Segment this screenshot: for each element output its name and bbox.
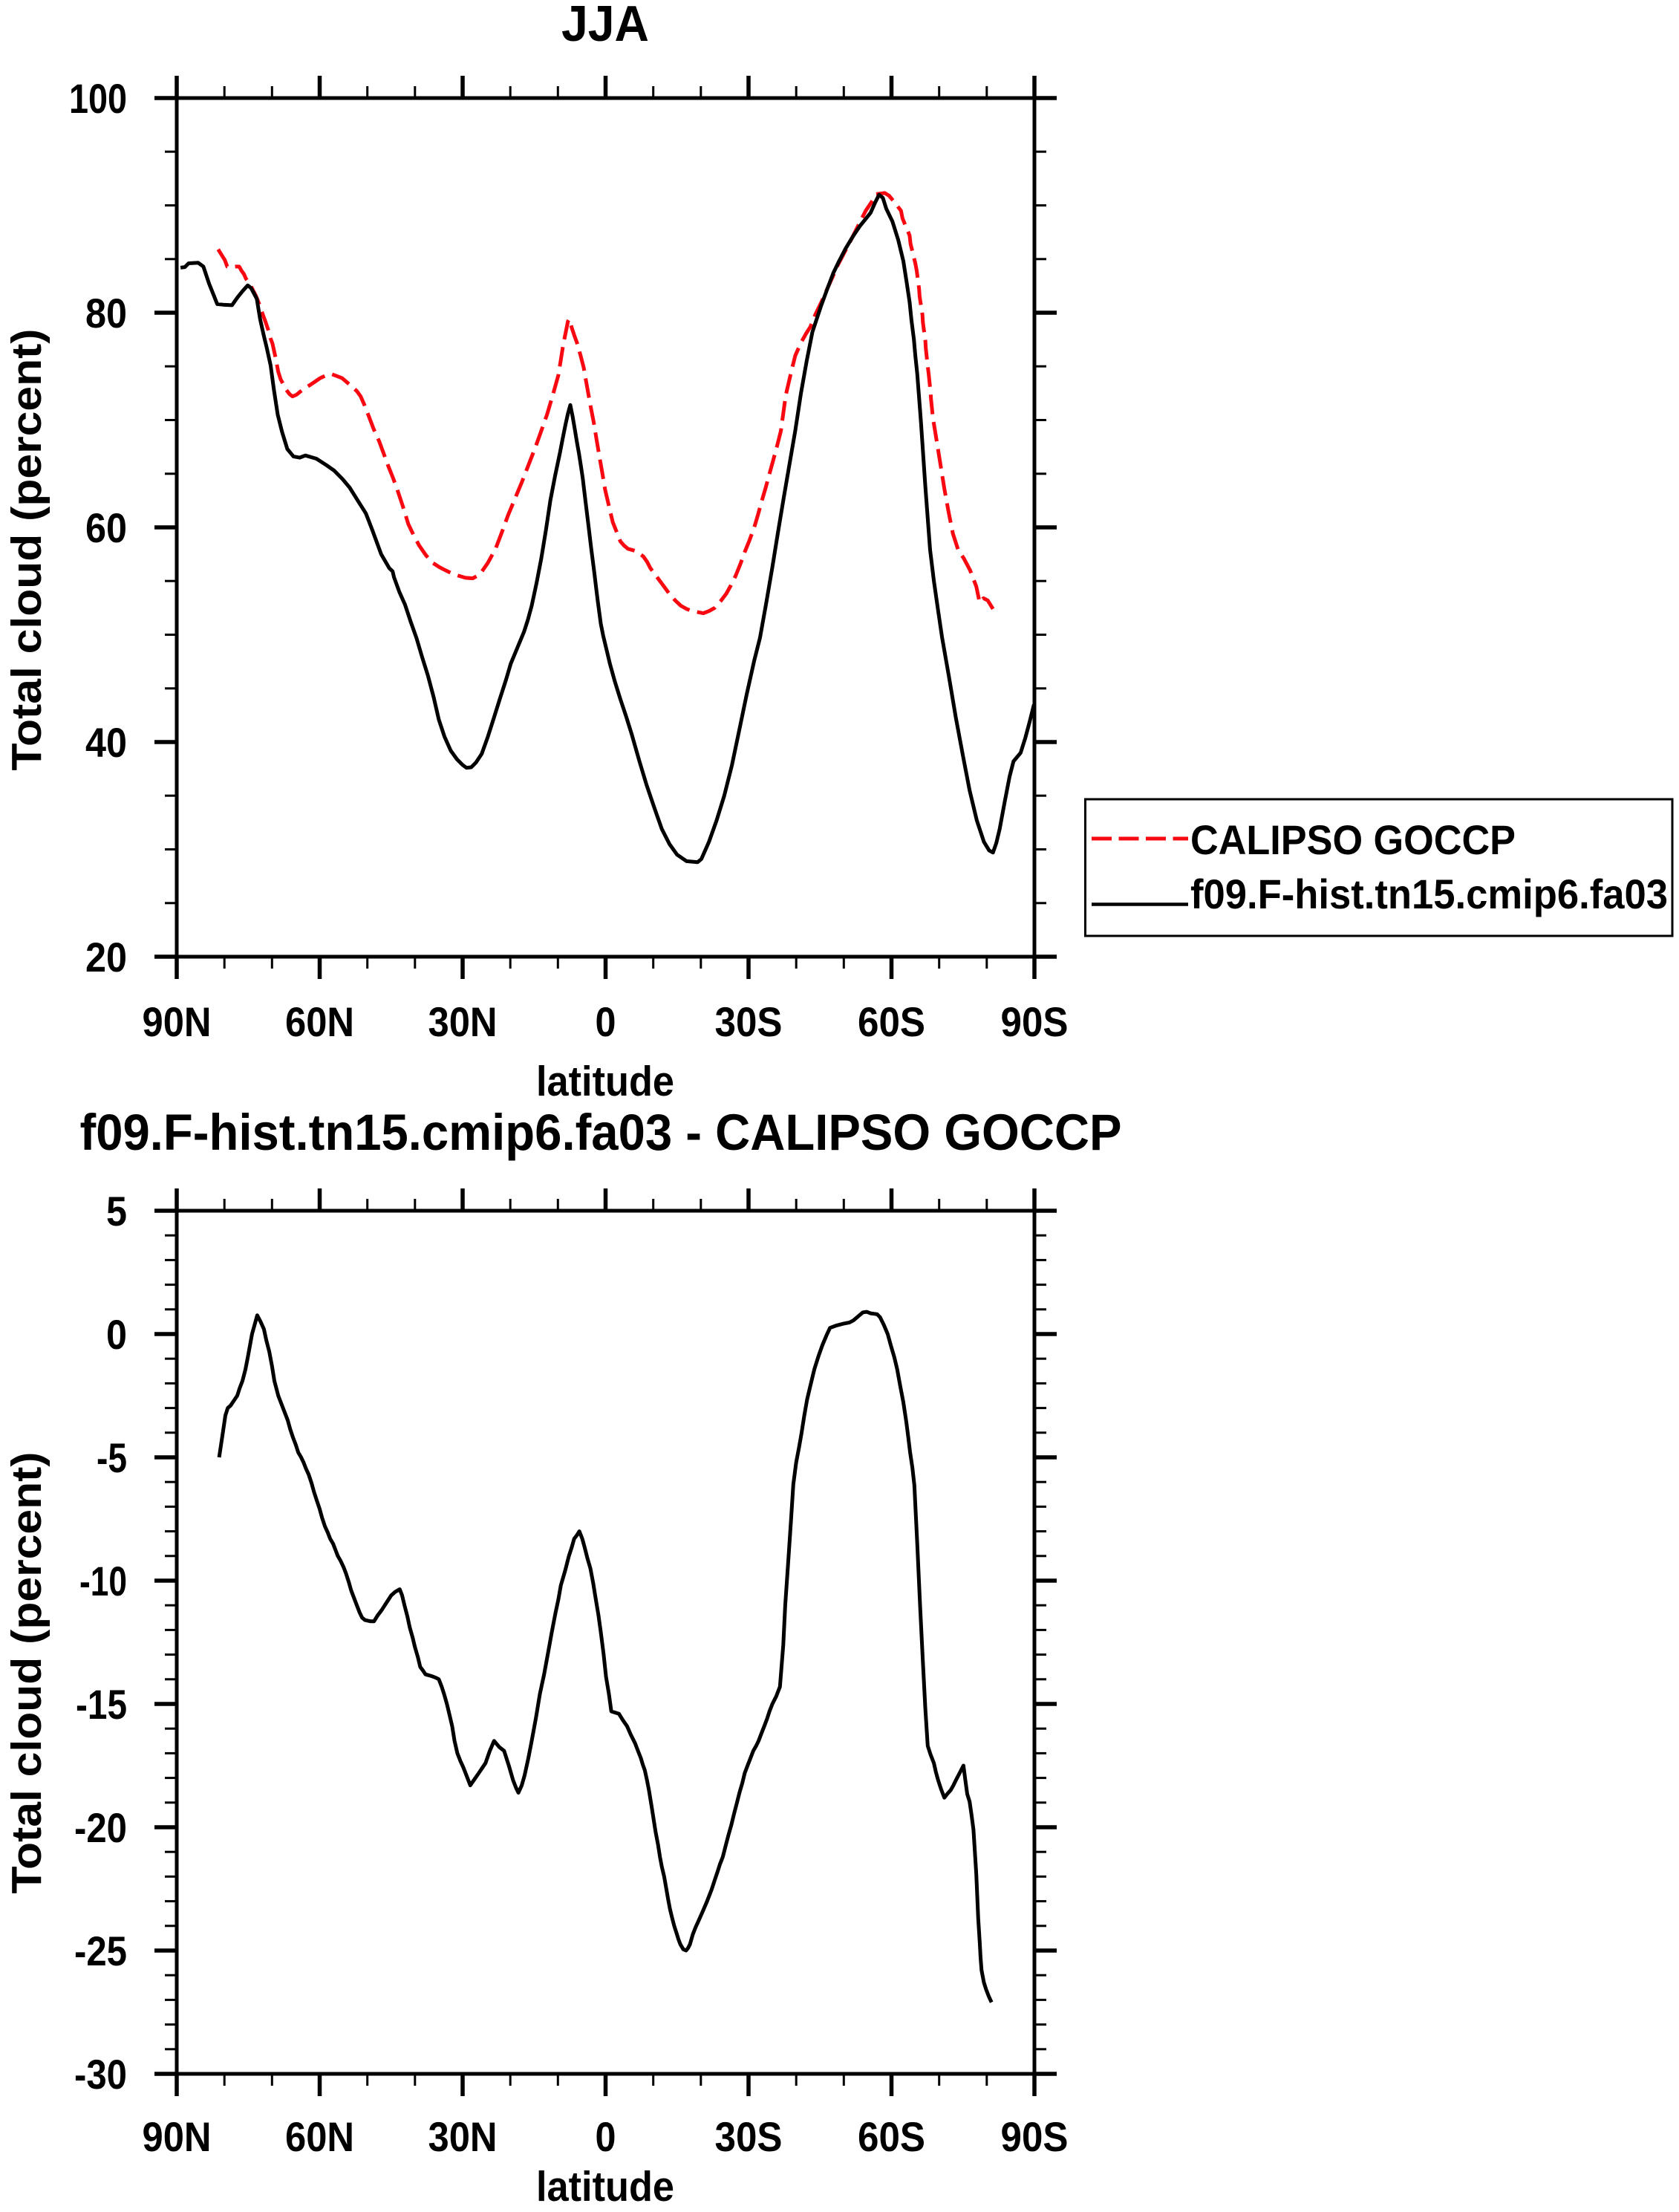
svg-text:60S: 60S <box>858 2113 925 2160</box>
svg-text:30N: 30N <box>428 2113 498 2160</box>
svg-text:0: 0 <box>596 2113 616 2160</box>
svg-text:5: 5 <box>106 1188 127 1235</box>
svg-text:40: 40 <box>85 719 127 766</box>
svg-text:Total cloud (percent): Total cloud (percent) <box>3 328 50 770</box>
svg-text:-15: -15 <box>76 1681 127 1728</box>
svg-text:CALIPSO GOCCP: CALIPSO GOCCP <box>1190 816 1516 863</box>
svg-text:-30: -30 <box>74 2051 127 2098</box>
svg-text:30S: 30S <box>715 2113 783 2160</box>
svg-text:Total cloud (percent): Total cloud (percent) <box>3 1452 50 1894</box>
svg-text:f09.F-hist.tn15.cmip6.fa03: f09.F-hist.tn15.cmip6.fa03 <box>1190 871 1668 917</box>
svg-text:JJA: JJA <box>561 0 649 52</box>
svg-text:90N: 90N <box>143 2113 212 2160</box>
svg-text:60S: 60S <box>858 998 925 1045</box>
svg-text:60N: 60N <box>285 998 354 1045</box>
svg-text:90S: 90S <box>1001 2113 1069 2160</box>
svg-text:f09.F-hist.tn15.cmip6.fa03 - C: f09.F-hist.tn15.cmip6.fa03 - CALIPSO GOC… <box>80 1104 1122 1161</box>
svg-text:0: 0 <box>106 1311 127 1358</box>
svg-text:100: 100 <box>69 75 127 122</box>
svg-text:0: 0 <box>596 998 616 1045</box>
svg-text:60N: 60N <box>285 2113 354 2160</box>
svg-text:60: 60 <box>85 504 127 551</box>
svg-text:90N: 90N <box>143 998 212 1045</box>
svg-text:-10: -10 <box>79 1558 127 1604</box>
svg-text:latitude: latitude <box>536 1058 674 1105</box>
svg-text:90S: 90S <box>1001 998 1069 1045</box>
svg-text:latitude: latitude <box>536 2163 674 2211</box>
svg-text:-5: -5 <box>97 1434 127 1481</box>
svg-text:30S: 30S <box>715 998 783 1045</box>
svg-text:-20: -20 <box>74 1804 127 1851</box>
svg-text:-25: -25 <box>74 1928 127 1974</box>
svg-text:20: 20 <box>85 934 127 980</box>
svg-text:80: 80 <box>85 290 127 336</box>
svg-text:30N: 30N <box>428 998 498 1045</box>
